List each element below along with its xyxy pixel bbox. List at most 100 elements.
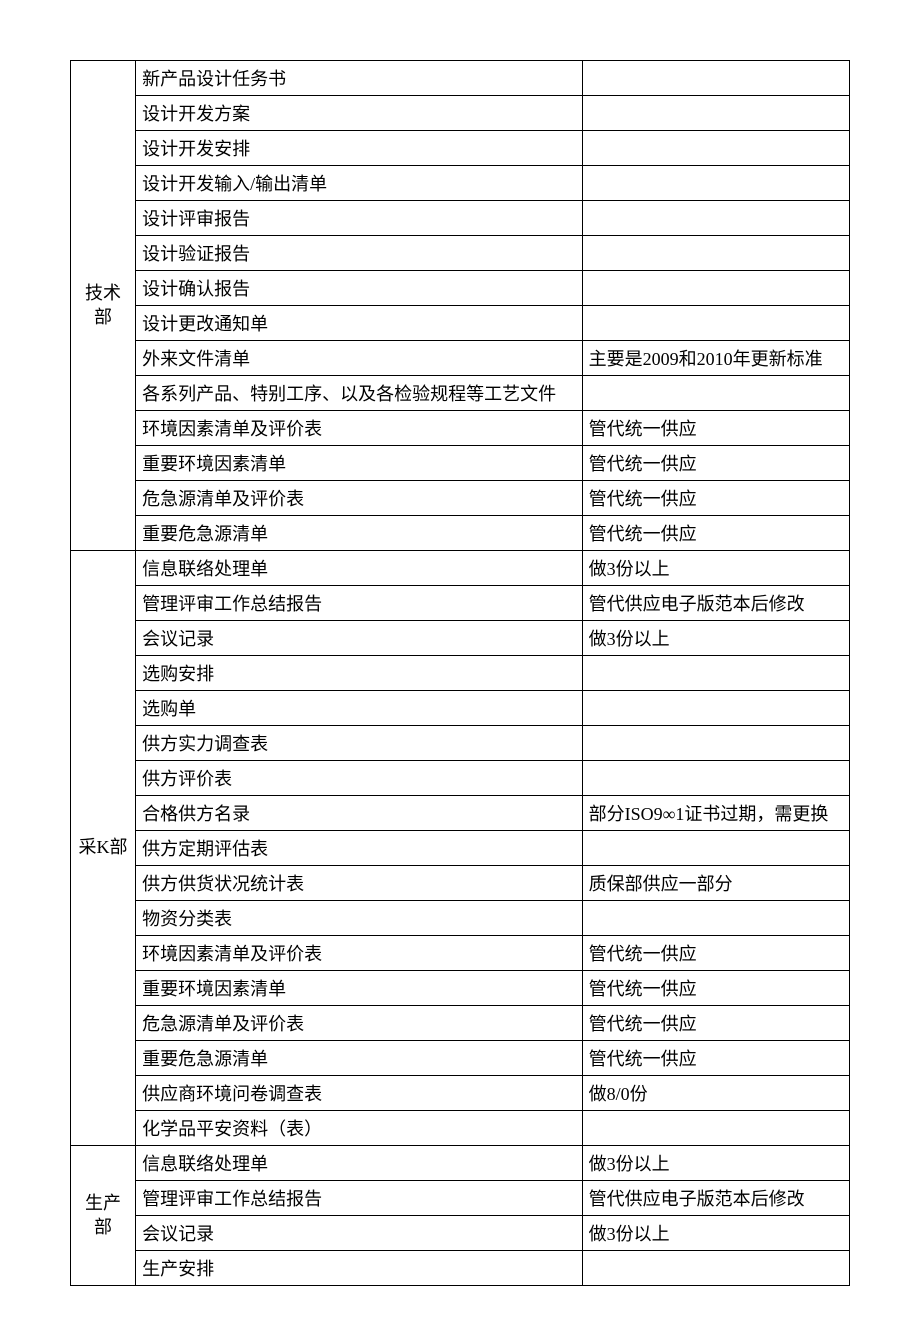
note-cell <box>582 271 849 306</box>
table-row: 设计开发方案 <box>71 96 850 131</box>
document-cell: 设计开发安排 <box>136 131 582 166</box>
document-cell: 设计确认报告 <box>136 271 582 306</box>
table-row: 技术部新产品设计任务书 <box>71 61 850 96</box>
table-row: 设计更改通知单 <box>71 306 850 341</box>
note-cell <box>582 131 849 166</box>
table-row: 环境因素清单及评价表管代统一供应 <box>71 936 850 971</box>
document-cell: 重要环境因素清单 <box>136 971 582 1006</box>
note-cell <box>582 61 849 96</box>
document-cell: 外来文件清单 <box>136 341 582 376</box>
table-row: 物资分类表 <box>71 901 850 936</box>
dept-cell: 技术部 <box>71 61 136 551</box>
table-row: 选购单 <box>71 691 850 726</box>
document-cell: 选购单 <box>136 691 582 726</box>
document-cell: 设计验证报告 <box>136 236 582 271</box>
note-cell: 管代供应电子版范本后修改 <box>582 586 849 621</box>
document-cell: 供方实力调查表 <box>136 726 582 761</box>
note-cell <box>582 1251 849 1286</box>
document-cell: 信息联络处理单 <box>136 1146 582 1181</box>
table-row: 设计开发安排 <box>71 131 850 166</box>
note-cell <box>582 726 849 761</box>
note-cell: 管代供应电子版范本后修改 <box>582 1181 849 1216</box>
table-row: 会议记录做3份以上 <box>71 1216 850 1251</box>
document-cell: 管理评审工作总结报告 <box>136 1181 582 1216</box>
note-cell <box>582 376 849 411</box>
document-cell: 重要环境因素清单 <box>136 446 582 481</box>
table-row: 采K部信息联络处理单做3份以上 <box>71 551 850 586</box>
table-row: 生产安排 <box>71 1251 850 1286</box>
table-row: 外来文件清单主要是2009和2010年更新标准 <box>71 341 850 376</box>
document-table: 技术部新产品设计任务书设计开发方案设计开发安排设计开发输入/输出清单设计评审报告… <box>70 60 850 1286</box>
document-cell: 设计评审报告 <box>136 201 582 236</box>
table-row: 环境因素清单及评价表管代统一供应 <box>71 411 850 446</box>
document-cell: 危急源清单及评价表 <box>136 1006 582 1041</box>
table-row: 供方实力调查表 <box>71 726 850 761</box>
note-cell: 管代统一供应 <box>582 1006 849 1041</box>
table-row: 设计开发输入/输出清单 <box>71 166 850 201</box>
table-row: 重要环境因素清单管代统一供应 <box>71 446 850 481</box>
table-row: 重要危急源清单管代统一供应 <box>71 516 850 551</box>
note-cell <box>582 831 849 866</box>
document-cell: 选购安排 <box>136 656 582 691</box>
table-row: 供应商环境问卷调查表做8/0份 <box>71 1076 850 1111</box>
note-cell: 质保部供应一部分 <box>582 866 849 901</box>
document-cell: 设计更改通知单 <box>136 306 582 341</box>
note-cell <box>582 901 849 936</box>
note-cell: 做3份以上 <box>582 1216 849 1251</box>
note-cell: 管代统一供应 <box>582 936 849 971</box>
note-cell: 管代统一供应 <box>582 446 849 481</box>
table-row: 设计评审报告 <box>71 201 850 236</box>
note-cell <box>582 1111 849 1146</box>
table-row: 设计验证报告 <box>71 236 850 271</box>
table-row: 危急源清单及评价表管代统一供应 <box>71 481 850 516</box>
note-cell: 主要是2009和2010年更新标准 <box>582 341 849 376</box>
table-row: 生产部信息联络处理单做3份以上 <box>71 1146 850 1181</box>
document-cell: 重要危急源清单 <box>136 516 582 551</box>
note-cell: 管代统一供应 <box>582 1041 849 1076</box>
note-cell: 做8/0份 <box>582 1076 849 1111</box>
document-cell: 供应商环境问卷调查表 <box>136 1076 582 1111</box>
dept-cell: 采K部 <box>71 551 136 1146</box>
document-cell: 环境因素清单及评价表 <box>136 411 582 446</box>
note-cell: 做3份以上 <box>582 621 849 656</box>
table-row: 选购安排 <box>71 656 850 691</box>
table-row: 供方定期评估表 <box>71 831 850 866</box>
document-cell: 供方供货状况统计表 <box>136 866 582 901</box>
document-cell: 管理评审工作总结报告 <box>136 586 582 621</box>
document-cell: 化学品平安资料（表） <box>136 1111 582 1146</box>
note-cell: 管代统一供应 <box>582 516 849 551</box>
document-cell: 设计开发输入/输出清单 <box>136 166 582 201</box>
document-cell: 会议记录 <box>136 621 582 656</box>
document-cell: 会议记录 <box>136 1216 582 1251</box>
table-body: 技术部新产品设计任务书设计开发方案设计开发安排设计开发输入/输出清单设计评审报告… <box>71 61 850 1286</box>
table-row: 重要环境因素清单管代统一供应 <box>71 971 850 1006</box>
note-cell <box>582 166 849 201</box>
table-row: 会议记录做3份以上 <box>71 621 850 656</box>
note-cell: 管代统一供应 <box>582 971 849 1006</box>
document-cell: 供方定期评估表 <box>136 831 582 866</box>
table-row: 管理评审工作总结报告管代供应电子版范本后修改 <box>71 1181 850 1216</box>
dept-cell: 生产部 <box>71 1146 136 1286</box>
document-cell: 生产安排 <box>136 1251 582 1286</box>
table-row: 供方供货状况统计表质保部供应一部分 <box>71 866 850 901</box>
document-cell: 合格供方名录 <box>136 796 582 831</box>
document-cell: 环境因素清单及评价表 <box>136 936 582 971</box>
note-cell: 做3份以上 <box>582 551 849 586</box>
note-cell <box>582 761 849 796</box>
table-row: 设计确认报告 <box>71 271 850 306</box>
document-cell: 重要危急源清单 <box>136 1041 582 1076</box>
note-cell <box>582 96 849 131</box>
table-row: 管理评审工作总结报告管代供应电子版范本后修改 <box>71 586 850 621</box>
table-row: 化学品平安资料（表） <box>71 1111 850 1146</box>
document-cell: 新产品设计任务书 <box>136 61 582 96</box>
note-cell: 部分ISO9∞1证书过期，需更换 <box>582 796 849 831</box>
document-cell: 危急源清单及评价表 <box>136 481 582 516</box>
note-cell <box>582 201 849 236</box>
table-row: 合格供方名录部分ISO9∞1证书过期，需更换 <box>71 796 850 831</box>
document-cell: 供方评价表 <box>136 761 582 796</box>
document-page: 技术部新产品设计任务书设计开发方案设计开发安排设计开发输入/输出清单设计评审报告… <box>0 0 920 1326</box>
document-cell: 设计开发方案 <box>136 96 582 131</box>
note-cell: 做3份以上 <box>582 1146 849 1181</box>
note-cell: 管代统一供应 <box>582 411 849 446</box>
note-cell <box>582 236 849 271</box>
